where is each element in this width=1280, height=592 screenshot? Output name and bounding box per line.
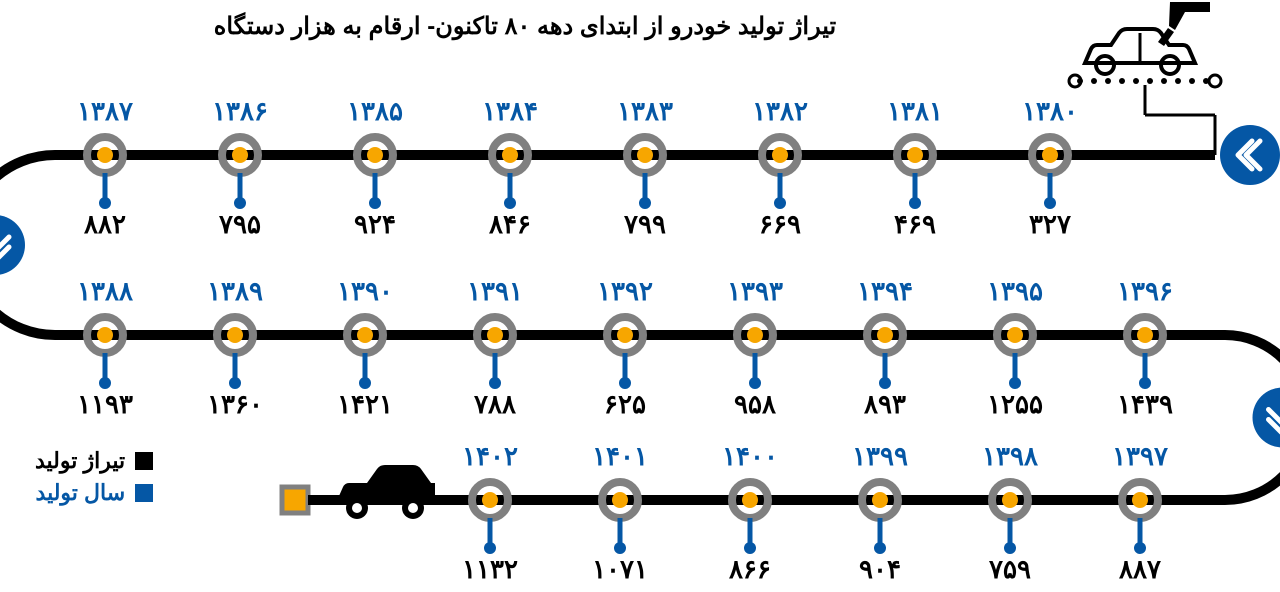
value-label: ۱۱۹۳ xyxy=(77,389,133,419)
value-label: ۸۸۷ xyxy=(1118,554,1161,584)
year-label: ۱۳۹۰ xyxy=(337,276,393,306)
value-label: ۷۸۸ xyxy=(473,389,516,419)
value-label: ۴۶۹ xyxy=(894,209,936,239)
legend-year-label: سال تولید xyxy=(36,480,126,506)
year-label: ۱۳۹۷ xyxy=(1112,441,1168,471)
value-label: ۸۹۳ xyxy=(863,389,906,419)
year-label: ۱۳۹۶ xyxy=(1117,276,1173,306)
value-label: ۱۰۷۱ xyxy=(592,554,648,584)
year-label: ۱۳۸۵ xyxy=(347,96,403,126)
legend-production-label: تیراژ تولید xyxy=(35,448,125,474)
year-label: ۱۳۹۵ xyxy=(987,276,1043,306)
value-label: ۱۴۲۱ xyxy=(337,389,393,419)
year-label: ۱۳۹۸ xyxy=(982,441,1038,471)
year-label: ۱۳۸۹ xyxy=(207,276,263,306)
value-label: ۹۲۴ xyxy=(354,209,396,239)
year-label: ۱۳۸۸ xyxy=(77,276,133,306)
year-label: ۱۳۹۴ xyxy=(857,276,913,306)
year-label: ۱۳۸۱ xyxy=(887,96,943,126)
value-label: ۱۳۶۰ xyxy=(207,389,263,419)
value-label: ۹۰۴ xyxy=(859,554,901,584)
value-label: ۱۱۳۲ xyxy=(462,554,518,584)
value-label: ۶۲۵ xyxy=(604,389,646,419)
year-label: ۱۴۰۰ xyxy=(722,441,778,471)
year-label: ۱۳۸۴ xyxy=(482,96,538,126)
legend: تیراژ تولید سال تولید xyxy=(35,442,153,512)
value-label: ۸۸۲ xyxy=(83,209,126,239)
year-label: ۱۳۹۱ xyxy=(467,276,523,306)
value-label: ۶۶۹ xyxy=(759,209,801,239)
value-label: ۷۵۹ xyxy=(988,554,1031,584)
year-label: ۱۴۰۲ xyxy=(462,441,518,471)
value-label: ۳۲۷ xyxy=(1029,209,1071,239)
factory-icon xyxy=(1069,2,1221,87)
year-label: ۱۳۸۶ xyxy=(212,96,268,126)
year-label: ۱۳۹۹ xyxy=(852,441,908,471)
year-label: ۱۳۸۲ xyxy=(752,96,808,126)
year-label: ۱۳۹۳ xyxy=(727,276,783,306)
value-label: ۱۴۳۹ xyxy=(1117,389,1173,419)
timeline-svg: ۱۳۸۷ ۸۸۲ ۱۳۸۶ ۷۹۵ ۱۳۸۵ ۹۲۴ ۱۳۸۴ ۸۴۶ ۱۳۸۳ ۷۹۹ ۱۳۸۲ ۶… xyxy=(0,0,1280,587)
value-label: ۸۴۶ xyxy=(488,209,531,239)
legend-production-swatch xyxy=(135,452,153,470)
year-label: ۱۳۸۷ xyxy=(77,96,133,126)
value-label: ۸۶۶ xyxy=(728,554,771,584)
value-label: ۷۹۵ xyxy=(218,209,261,239)
year-label: ۱۳۹۲ xyxy=(597,276,653,306)
legend-year-swatch xyxy=(135,484,153,502)
year-label: ۱۳۸۳ xyxy=(617,96,673,126)
value-label: ۹۵۸ xyxy=(734,389,776,419)
chart-title: تیراژ تولید خودرو از ابتدای دهه ۸۰ تاکنو… xyxy=(0,12,1050,41)
car-icon xyxy=(335,465,435,519)
year-label: ۱۴۰۱ xyxy=(592,441,648,471)
year-label: ۱۳۸۰ xyxy=(1022,96,1078,126)
value-label: ۷۹۹ xyxy=(623,209,666,239)
value-label: ۱۲۵۵ xyxy=(987,389,1043,419)
